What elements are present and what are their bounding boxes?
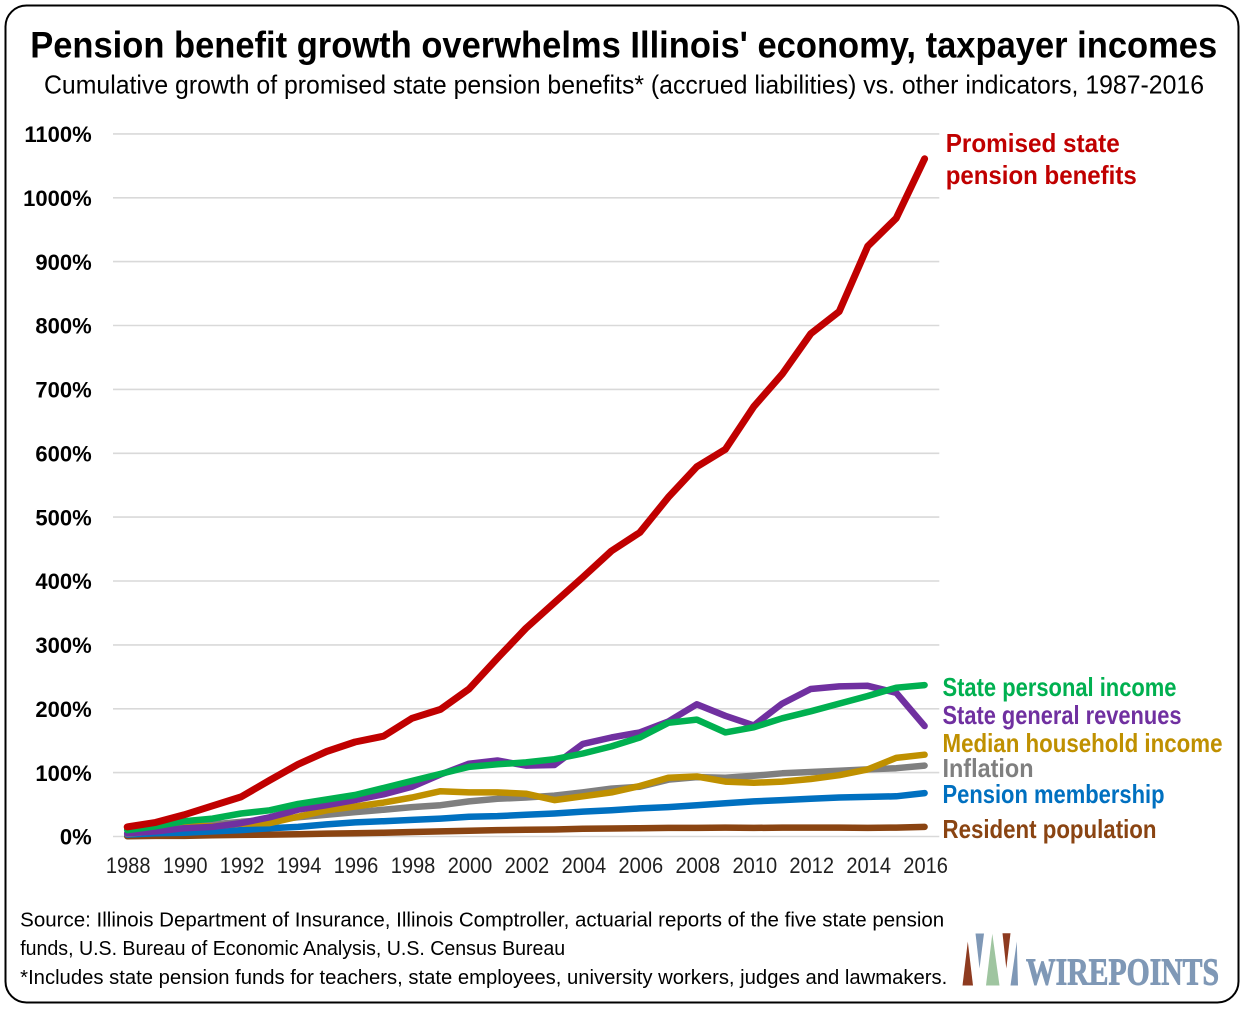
svg-text:1994: 1994 xyxy=(277,853,322,878)
svg-text:2012: 2012 xyxy=(789,853,834,878)
svg-text:2000: 2000 xyxy=(448,853,493,878)
svg-text:900%: 900% xyxy=(35,250,91,275)
svg-text:100%: 100% xyxy=(35,761,91,786)
svg-text:Median household income: Median household income xyxy=(943,728,1223,758)
svg-text:1100%: 1100% xyxy=(24,122,91,147)
svg-text:State personal income: State personal income xyxy=(943,672,1177,702)
svg-text:2016: 2016 xyxy=(903,853,948,878)
svg-text:400%: 400% xyxy=(35,569,91,594)
svg-text:Resident population: Resident population xyxy=(943,814,1157,844)
svg-text:Cumulative growth of promised: Cumulative growth of promised state pens… xyxy=(44,70,1204,100)
svg-text:300%: 300% xyxy=(35,633,91,658)
svg-text:1000%: 1000% xyxy=(23,186,92,211)
svg-text:*Includes state pension funds: *Includes state pension funds for teache… xyxy=(20,967,947,989)
svg-text:2002: 2002 xyxy=(505,853,550,878)
svg-text:0%: 0% xyxy=(60,825,92,850)
svg-text:2006: 2006 xyxy=(619,853,664,878)
svg-text:700%: 700% xyxy=(35,378,91,403)
svg-text:WIREPOINTS: WIREPOINTS xyxy=(1026,952,1219,994)
svg-text:200%: 200% xyxy=(35,697,91,722)
svg-text:State general revenues: State general revenues xyxy=(943,700,1182,730)
svg-text:1988: 1988 xyxy=(106,853,151,878)
svg-text:2014: 2014 xyxy=(846,853,891,878)
svg-text:1996: 1996 xyxy=(334,853,379,878)
svg-text:Promised state: Promised state xyxy=(946,128,1120,158)
svg-text:1992: 1992 xyxy=(220,853,265,878)
svg-text:Source: Illinois Department of: Source: Illinois Department of Insurance… xyxy=(20,910,944,932)
svg-text:2004: 2004 xyxy=(562,853,607,878)
svg-text:Pension benefit growth overwhe: Pension benefit growth overwhelms Illino… xyxy=(30,25,1217,66)
svg-text:Pension membership: Pension membership xyxy=(943,779,1165,809)
svg-text:funds, U.S. Bureau of Economic: funds, U.S. Bureau of Economic Analysis,… xyxy=(20,938,565,960)
svg-text:800%: 800% xyxy=(35,314,91,339)
svg-text:1990: 1990 xyxy=(163,853,208,878)
svg-text:2008: 2008 xyxy=(676,853,721,878)
svg-text:Inflation: Inflation xyxy=(943,753,1034,783)
svg-text:600%: 600% xyxy=(35,442,91,467)
svg-text:2010: 2010 xyxy=(733,853,778,878)
svg-text:pension benefits: pension benefits xyxy=(946,160,1137,190)
svg-text:1998: 1998 xyxy=(391,853,436,878)
svg-text:500%: 500% xyxy=(35,505,91,530)
